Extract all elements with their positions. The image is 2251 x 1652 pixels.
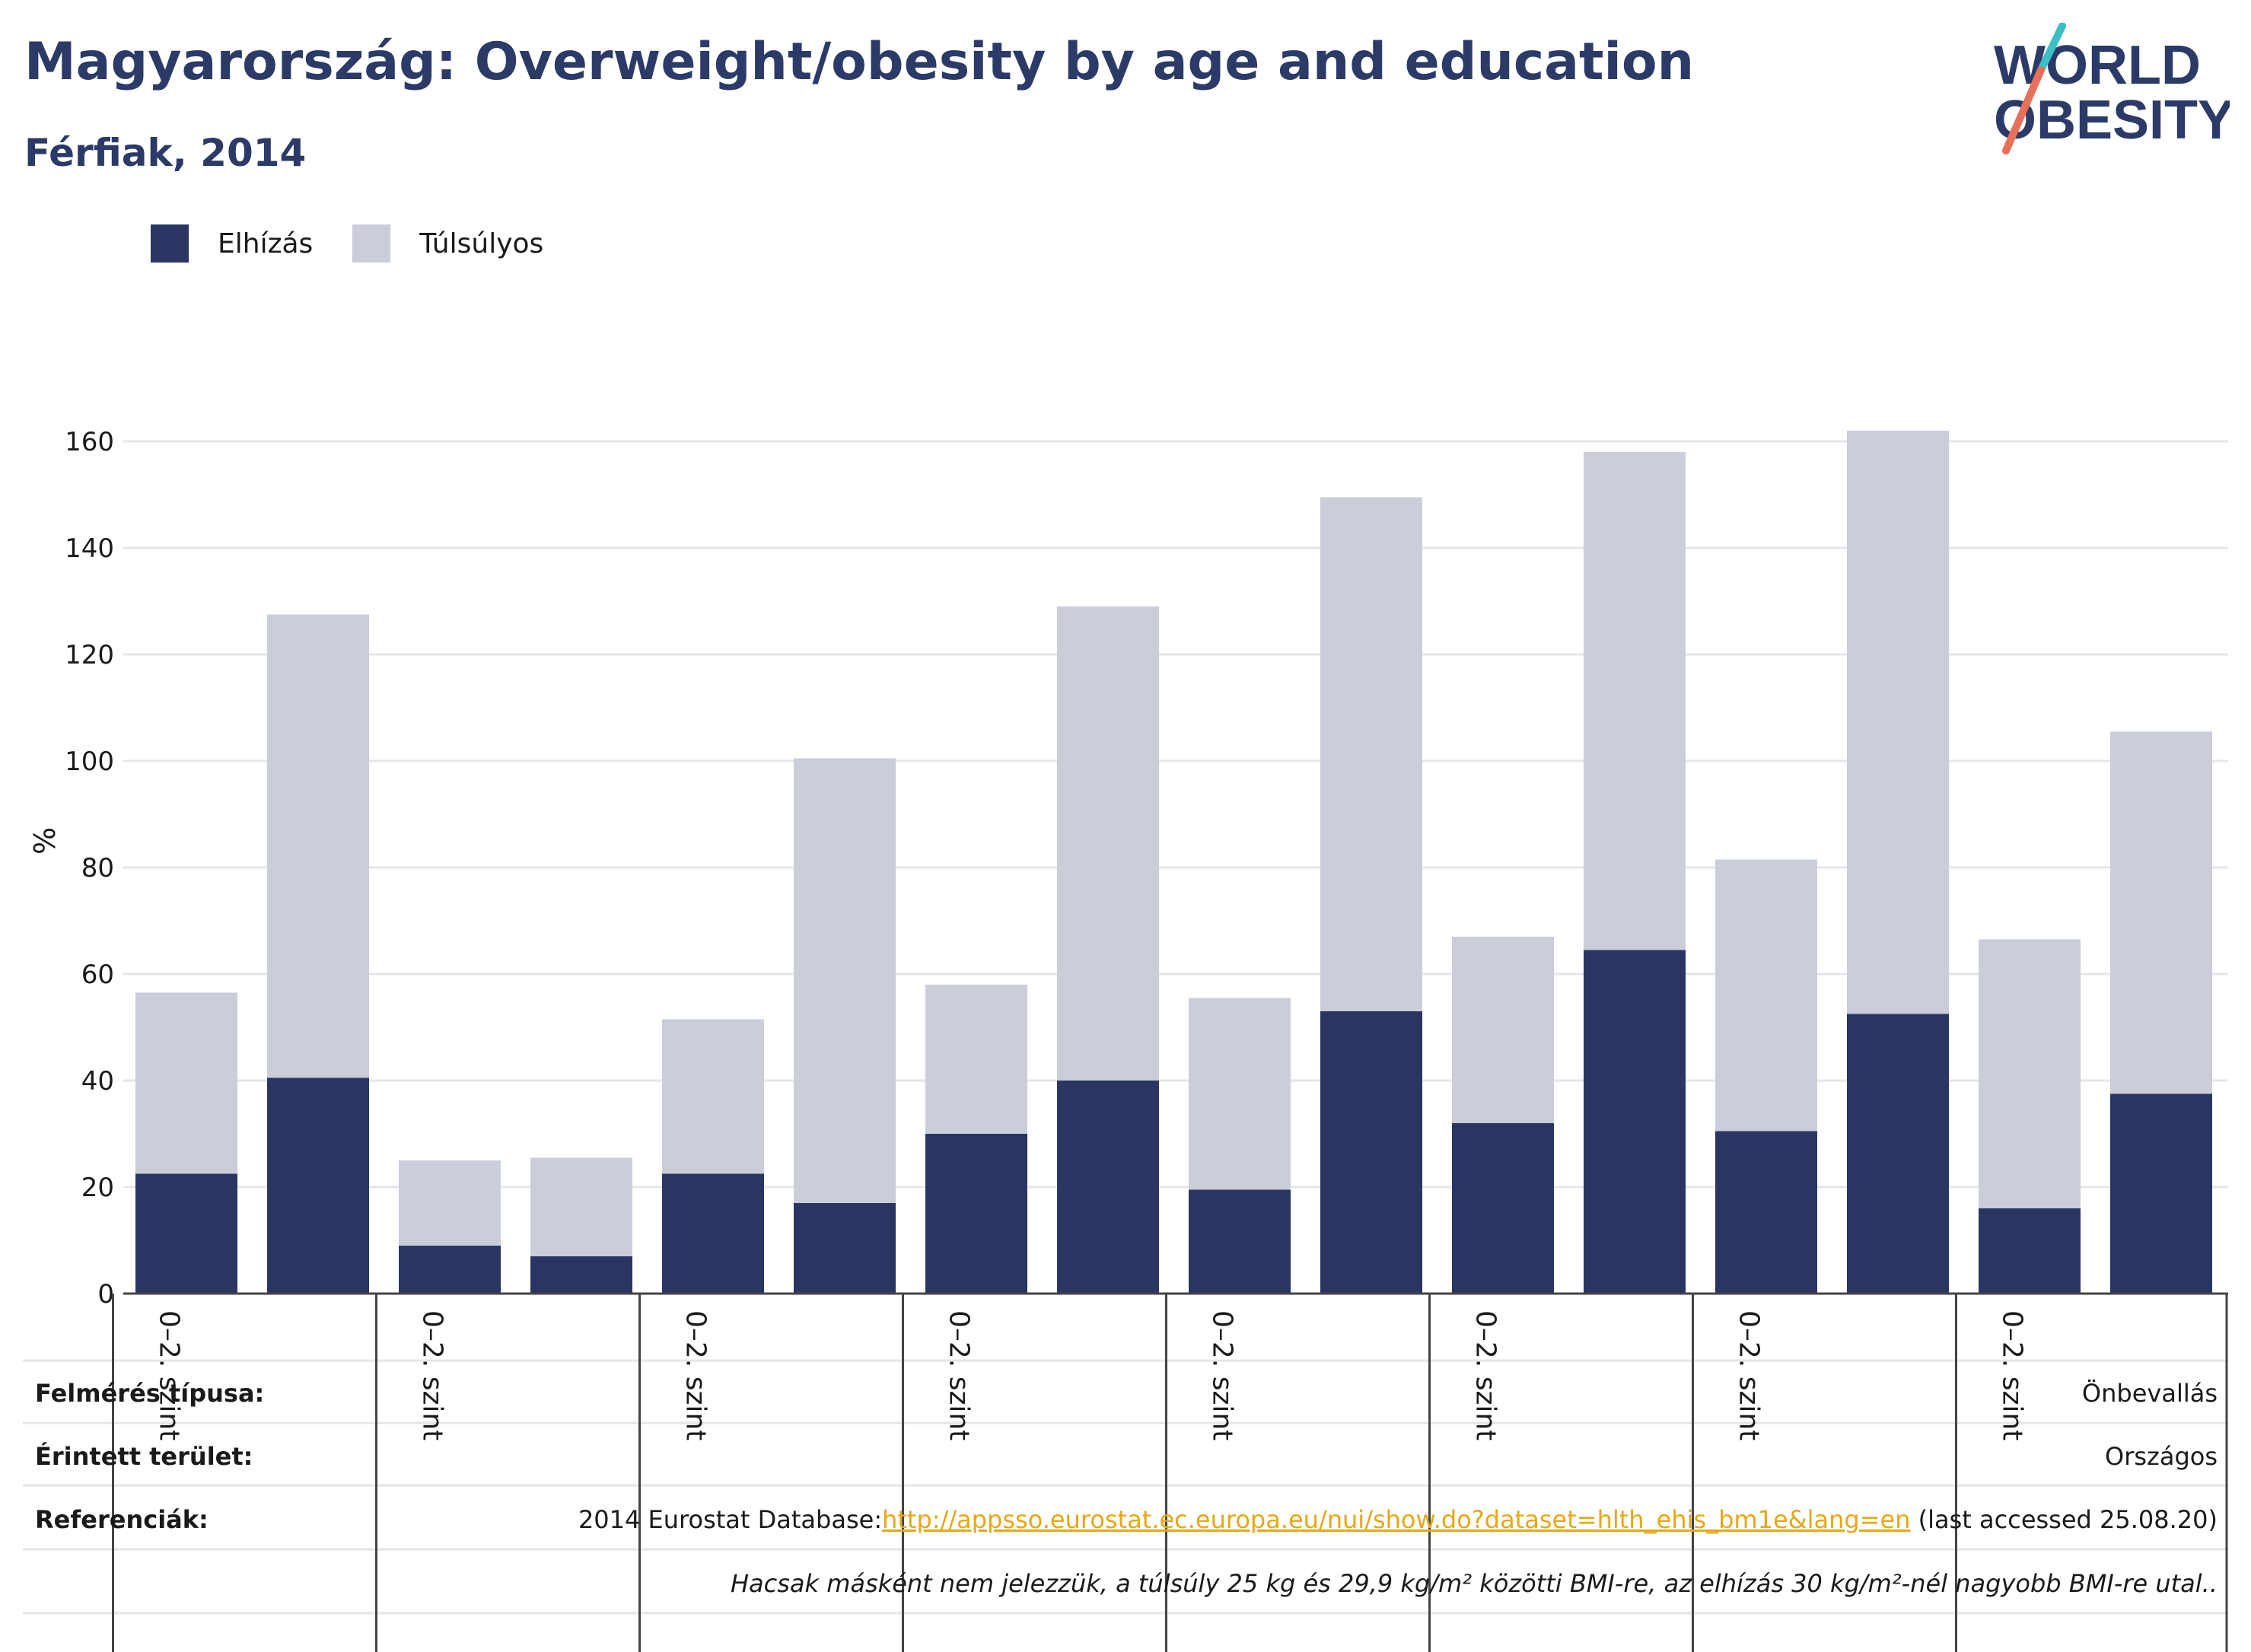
references-value: 2014 Eurostat Database:http://appsso.eur… (578, 1505, 2218, 1534)
bar-overweight (662, 1019, 764, 1174)
legend-swatch-overweight (352, 224, 391, 263)
bar-obesity (1715, 1131, 1817, 1294)
x-group-label: 0–2. szint (1207, 1310, 1238, 1440)
bar-obesity (1189, 1189, 1291, 1294)
x-group-label: 0–2. szint (1470, 1310, 1501, 1440)
references-label: Referenciák: (35, 1505, 209, 1534)
area-value: Országos (2105, 1442, 2218, 1471)
bar-overweight (1847, 431, 1949, 1014)
chart-title: Magyarország: Overweight/obesity by age … (24, 32, 1694, 92)
bar-overweight (1057, 606, 1159, 1081)
references-suffix: (last accessed 25.08.20) (1910, 1505, 2218, 1534)
legend-label-overweight: Túlsúlyos (419, 228, 544, 259)
bar-obesity (2110, 1093, 2212, 1294)
y-tick-label: 120 (65, 640, 114, 670)
bar-overweight (267, 614, 369, 1078)
bar-overweight (399, 1160, 501, 1246)
bar-obesity (135, 1173, 237, 1294)
bar-overweight (1979, 939, 2081, 1208)
bar-obesity (794, 1203, 896, 1294)
y-tick-label: 60 (81, 960, 114, 990)
bar-overweight (1715, 859, 1817, 1132)
bar-overweight (925, 985, 1027, 1134)
bar-overweight (1189, 998, 1291, 1190)
area-label: Érintett terület: (35, 1442, 253, 1471)
bar-obesity (1452, 1123, 1554, 1294)
x-group-label: 0–2. szint (154, 1310, 185, 1440)
y-tick-label: 0 (97, 1279, 114, 1310)
bar-obesity (1057, 1081, 1159, 1294)
x-group-label: 0–2. szint (1734, 1310, 1765, 1440)
legend-swatch-obesity (151, 224, 189, 263)
survey-type-value: Önbevallás (2081, 1379, 2218, 1408)
y-tick-label: 160 (65, 427, 114, 457)
bar-overweight (2110, 731, 2212, 1094)
x-group-label: 0–2. szint (1997, 1310, 2028, 1440)
world-obesity-logo: WORLD OBESITY (1994, 23, 2230, 154)
bar-obesity (1320, 1011, 1422, 1294)
definition-note: Hacsak másként nem jelezzük, a túlsúly 2… (730, 1569, 2218, 1598)
y-tick-label: 100 (65, 746, 114, 777)
bar-obesity (1847, 1014, 1949, 1294)
logo-slash-coral (2002, 66, 2045, 154)
logo-text-world: WORLD (1994, 35, 2201, 96)
y-tick-label: 40 (81, 1066, 114, 1097)
x-group-label: 0–2. szint (417, 1310, 448, 1440)
chart-legend: Elhízás Túlsúlyos (151, 224, 583, 263)
bar-obesity (1979, 1208, 2081, 1294)
x-group-label: 0–2. szint (680, 1310, 712, 1440)
bar-obesity (1584, 950, 1686, 1294)
y-axis-label: % (28, 827, 62, 855)
bar-overweight (794, 758, 896, 1203)
bar-overweight (1452, 937, 1554, 1123)
y-tick-label: 80 (81, 853, 114, 883)
legend-label-obesity: Elhízás (218, 228, 314, 259)
bar-overweight (1584, 452, 1686, 950)
bar-obesity (267, 1077, 369, 1294)
bar-overweight (530, 1157, 632, 1256)
y-tick-label: 140 (65, 533, 114, 564)
legend-item-overweight[interactable]: Túlsúlyos (352, 224, 543, 263)
survey-type-label: Felmérés típusa: (35, 1379, 265, 1408)
bar-obesity (925, 1134, 1027, 1294)
bar-overweight (1320, 497, 1422, 1011)
bar-obesity (399, 1246, 501, 1294)
references-prefix: 2014 Eurostat Database: (578, 1505, 883, 1534)
bar-obesity (530, 1256, 632, 1294)
references-link[interactable]: http://appsso.eurostat.ec.europa.eu/nui/… (882, 1505, 1911, 1534)
bar-overweight (135, 992, 237, 1174)
legend-item-obesity[interactable]: Elhízás (151, 224, 313, 263)
logo-slash-teal (2037, 23, 2066, 74)
bar-obesity (662, 1173, 764, 1294)
logo-text-obesity: OBESITY (1994, 90, 2230, 151)
chart-subtitle: Férfiak, 2014 (24, 131, 307, 175)
y-tick-label: 20 (81, 1173, 114, 1203)
x-group-label: 0–2. szint (944, 1310, 975, 1440)
